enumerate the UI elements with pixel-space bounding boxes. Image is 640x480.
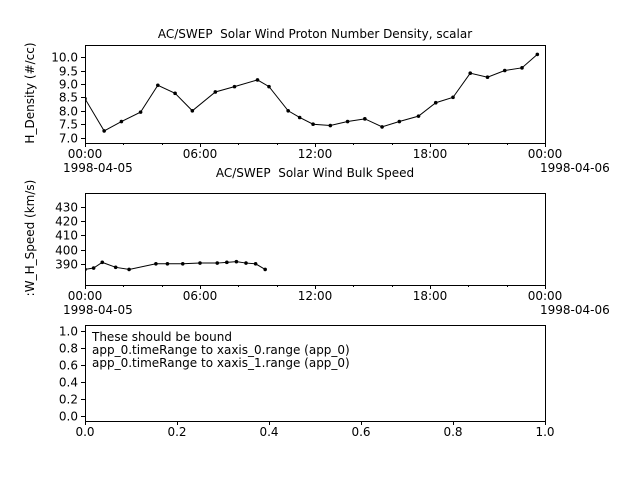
y-tick-label: 390 bbox=[55, 258, 78, 272]
x-axis-date-start: 1998-04-05 bbox=[63, 161, 133, 175]
data-point bbox=[213, 90, 218, 94]
data-point bbox=[225, 260, 229, 265]
data-point bbox=[416, 114, 421, 118]
data-point bbox=[102, 129, 106, 133]
data-point bbox=[244, 261, 248, 265]
y-tick-label: 1.0 bbox=[59, 325, 78, 339]
data-point bbox=[286, 108, 290, 113]
data-point bbox=[520, 66, 524, 70]
data-point bbox=[234, 259, 239, 264]
plot-panel-1: 00:00 06:00 12:00 18:00 00:00 390400410420430… bbox=[55, 193, 610, 317]
data-point bbox=[263, 267, 267, 272]
y-tick-label: 7.0 bbox=[59, 132, 78, 146]
panel1-title: AC/SWEP Solar Wind Proton Number Density… bbox=[157, 27, 473, 41]
x-axis-date-end: 1998-04-06 bbox=[540, 303, 610, 317]
data-point bbox=[297, 115, 302, 120]
data-point bbox=[190, 108, 195, 113]
data-point bbox=[180, 261, 185, 266]
data-point bbox=[173, 91, 177, 96]
y-tick-label: 410 bbox=[55, 229, 78, 243]
data-point bbox=[328, 123, 333, 128]
data-point bbox=[156, 83, 160, 88]
x-tick-label: 0.4 bbox=[259, 425, 278, 439]
panel2-yaxis-label: :W_H_Speed (km/s) bbox=[23, 179, 37, 297]
data-point bbox=[502, 68, 507, 73]
data-point bbox=[85, 267, 87, 272]
y-tick-label: 8.5 bbox=[59, 91, 78, 105]
y-tick-label: 0.6 bbox=[59, 359, 78, 373]
plot-panel-2: 0.0 0.2 0.4 0.6 0.8 1.0 0.0 0.2 0.4 0.6 0.8 1.0 Thes… bbox=[59, 325, 555, 440]
x-tick-label: 12:00 bbox=[298, 289, 333, 303]
annotation-text: app_0.timeRange to xaxis_0.range (app_0) bbox=[92, 343, 350, 357]
data-point bbox=[198, 261, 202, 265]
x-tick-label: 0.8 bbox=[443, 425, 462, 439]
x-axis-date-start: 1998-04-05 bbox=[63, 303, 133, 317]
data-point bbox=[85, 96, 87, 101]
data-point bbox=[232, 84, 237, 89]
data-point bbox=[165, 261, 170, 266]
data-series bbox=[85, 52, 540, 133]
x-tick-label: 18:00 bbox=[413, 289, 448, 303]
panel2-title: AC/SWEP Solar Wind Bulk Speed bbox=[215, 166, 415, 180]
x-tick-label: 00:00 bbox=[528, 289, 563, 303]
y-tick-label: 7.5 bbox=[59, 118, 78, 132]
plot-frame[interactable] bbox=[85, 45, 546, 144]
data-point bbox=[363, 117, 367, 121]
data-point bbox=[253, 261, 258, 266]
data-point bbox=[380, 125, 384, 129]
data-point bbox=[154, 261, 158, 266]
data-point bbox=[113, 265, 118, 270]
x-tick-label: 1.0 bbox=[535, 425, 554, 439]
data-point bbox=[91, 266, 96, 270]
data-series bbox=[85, 259, 267, 272]
y-tick-label: 9.5 bbox=[59, 65, 78, 79]
y-tick-label: 0.4 bbox=[59, 376, 78, 390]
plot-frame[interactable] bbox=[85, 193, 546, 286]
x-tick-label: 12:00 bbox=[298, 147, 333, 161]
data-point bbox=[535, 52, 540, 57]
data-point bbox=[345, 119, 350, 124]
data-line bbox=[85, 261, 266, 270]
data-point bbox=[468, 71, 473, 75]
data-point bbox=[127, 267, 131, 272]
data-point bbox=[451, 95, 455, 100]
x-tick-label: 00:00 bbox=[68, 289, 103, 303]
x-tick-label: 00:00 bbox=[68, 147, 103, 161]
x-axis-date-end: 1998-04-06 bbox=[540, 161, 610, 175]
y-tick-label: 0.0 bbox=[59, 410, 78, 424]
annotation-text: These should be bound bbox=[91, 330, 232, 344]
y-tick-label: 9.0 bbox=[59, 78, 78, 92]
y-tick-label: 0.8 bbox=[59, 342, 78, 356]
annotation-text: app_0.timeRange to xaxis_1.range (app_0) bbox=[92, 356, 350, 370]
data-point bbox=[485, 75, 490, 80]
x-tick-label: 18:00 bbox=[413, 147, 448, 161]
data-point bbox=[119, 119, 124, 124]
y-tick-label: 400 bbox=[55, 244, 78, 258]
x-tick-label: 0.0 bbox=[75, 425, 94, 439]
data-point bbox=[311, 122, 315, 127]
y-tick-label: 10.0 bbox=[51, 51, 78, 65]
data-point bbox=[215, 261, 220, 265]
y-tick-label: 0.2 bbox=[59, 393, 78, 407]
data-point bbox=[267, 84, 271, 89]
y-tick-label: 8.0 bbox=[59, 105, 78, 119]
data-point bbox=[433, 100, 438, 105]
data-point bbox=[100, 260, 105, 265]
x-tick-label: 06:00 bbox=[183, 289, 218, 303]
data-line bbox=[85, 54, 538, 132]
data-point bbox=[138, 110, 143, 114]
x-tick-label: 0.6 bbox=[351, 425, 370, 439]
x-tick-label: 00:00 bbox=[528, 147, 563, 161]
plot-panel-0: 00:00 06:00 12:00 18:00 00:007.07.58.08.59.0… bbox=[51, 45, 610, 175]
x-tick-label: 0.2 bbox=[167, 425, 186, 439]
plot-frame[interactable] bbox=[85, 325, 546, 422]
data-point bbox=[397, 119, 402, 124]
x-tick-label: 06:00 bbox=[183, 147, 218, 161]
y-tick-label: 420 bbox=[55, 215, 78, 229]
y-tick-label: 430 bbox=[55, 201, 78, 215]
data-point bbox=[255, 78, 260, 82]
